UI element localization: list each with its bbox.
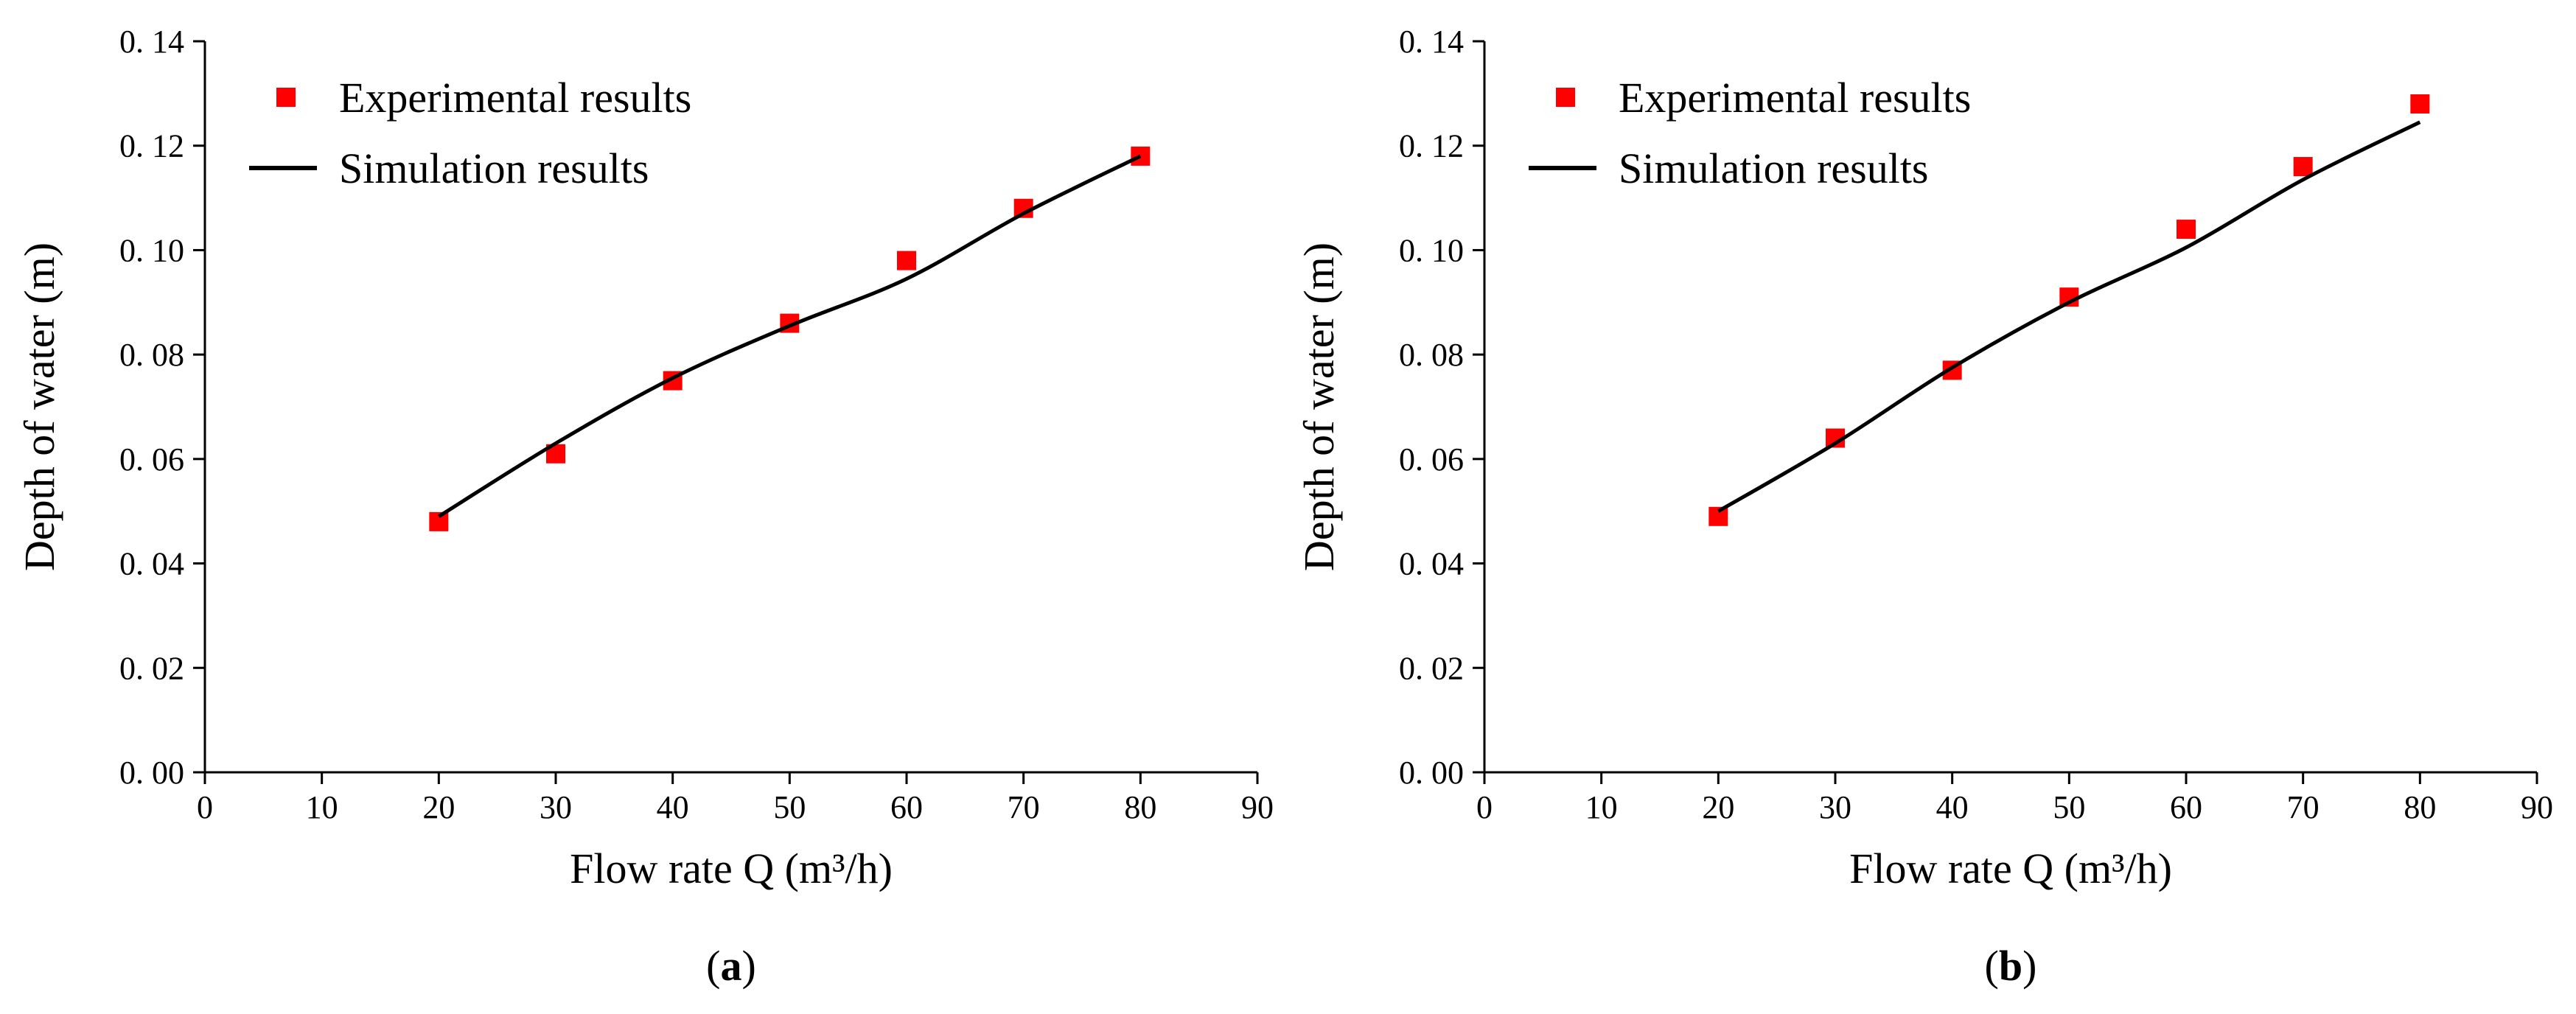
y-tick-label: 0. 02 [119, 650, 184, 686]
legend-swatch-square [276, 88, 296, 107]
x-tick-label: 60 [890, 789, 923, 825]
legend-label: Experimental results [1619, 74, 1971, 122]
x-tick-label: 90 [2521, 789, 2553, 825]
experimental-data-point [1131, 146, 1151, 166]
y-tick-label: 0. 08 [1399, 337, 1464, 373]
experimental-data-point [2293, 157, 2313, 177]
x-tick-label: 30 [1819, 789, 1851, 825]
y-tick-label: 0. 14 [119, 24, 184, 60]
y-tick-label: 0. 10 [1399, 232, 1464, 268]
legend-swatch-square [1556, 88, 1575, 107]
y-tick-label: 0. 06 [119, 441, 184, 478]
x-tick-label: 30 [540, 789, 572, 825]
y-tick-label: 0. 10 [119, 232, 184, 268]
y-tick-label: 0. 00 [1399, 755, 1464, 791]
x-tick-label: 50 [773, 789, 806, 825]
x-tick-label: 40 [1936, 789, 1969, 825]
y-tick-label: 0. 14 [1399, 24, 1464, 60]
x-tick-label: 40 [657, 789, 689, 825]
x-axis-title: Flow rate Q (m³/h) [1849, 845, 2172, 892]
x-tick-label: 10 [306, 789, 338, 825]
x-tick-label: 70 [2287, 789, 2320, 825]
y-tick-label: 0. 04 [119, 546, 184, 582]
x-tick-label: 80 [2404, 789, 2436, 825]
y-tick-label: 0. 12 [1399, 128, 1464, 164]
x-tick-label: 0 [1476, 789, 1493, 825]
chart-panel-b: 0 10 20 30 40 50 60 70 80 90 0. 00 0. 02 0. 04 0. 06 0… [1295, 24, 2553, 990]
y-tick-label: 0. 06 [1399, 441, 1464, 478]
legend-label: Experimental results [339, 74, 691, 122]
y-tick-label: 0. 12 [119, 128, 184, 164]
panel-label: (a) [706, 942, 756, 990]
x-tick-label: 0 [197, 789, 213, 825]
y-tick-label: 0. 02 [1399, 650, 1464, 686]
x-tick-label: 50 [2053, 789, 2085, 825]
experimental-data-point [2410, 94, 2430, 114]
legend-label: Simulation results [339, 144, 649, 192]
legend-label: Simulation results [1619, 144, 1929, 192]
chart-panel-a: 0 10 20 30 40 50 60 70 80 90 0. 00 0. 02 0. 04 0. 06 0… [15, 24, 1274, 990]
x-tick-label: 80 [1124, 789, 1156, 825]
y-tick-label: 0. 04 [1399, 546, 1464, 582]
x-tick-label: 90 [1241, 789, 1274, 825]
x-tick-label: 20 [1702, 789, 1734, 825]
panel-label: (b) [1985, 942, 2037, 990]
experimental-data-point [2177, 220, 2196, 239]
x-axis-title: Flow rate Q (m³/h) [570, 845, 893, 892]
simulation-series-line [437, 154, 1142, 518]
experimental-data-point [897, 251, 916, 270]
y-tick-label: 0. 08 [119, 337, 184, 373]
y-axis-title: Depth of water (m) [1295, 242, 1343, 571]
y-tick-label: 0. 00 [119, 755, 184, 791]
x-tick-label: 60 [2170, 789, 2202, 825]
x-tick-label: 10 [1585, 789, 1618, 825]
y-axis-title: Depth of water (m) [15, 242, 63, 571]
x-tick-label: 20 [422, 789, 455, 825]
x-tick-label: 70 [1008, 789, 1040, 825]
simulation-series-line [1717, 120, 2421, 513]
